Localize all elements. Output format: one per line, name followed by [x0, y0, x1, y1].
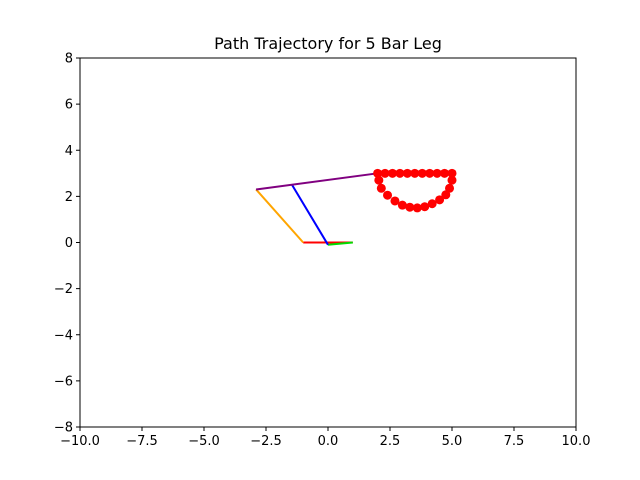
x-tick-label: −5.0	[188, 434, 220, 449]
y-tick-label: −2	[54, 282, 73, 297]
trajectory-point	[447, 168, 457, 178]
trajectory-point	[412, 203, 422, 213]
y-tick-label: 2	[65, 190, 73, 205]
trajectory-point	[420, 202, 430, 212]
leg-link	[255, 172, 378, 191]
trajectory-point	[383, 190, 393, 200]
trajectory-point	[445, 183, 455, 193]
x-tick-label: 2.5	[380, 434, 401, 449]
y-tick-label: 6	[65, 98, 73, 113]
x-tick-label: −10.0	[60, 434, 100, 449]
leg-link	[255, 188, 304, 244]
trajectory-point	[390, 196, 400, 206]
x-tick-label: 10.0	[562, 434, 591, 449]
y-tick-label: 0	[65, 236, 73, 251]
trajectory-point	[435, 195, 445, 205]
trajectory-point	[432, 168, 442, 178]
y-tick-label: −8	[54, 421, 73, 436]
x-tick-label: 7.5	[504, 434, 525, 449]
x-tick-label: −7.5	[126, 434, 158, 449]
y-tick-label: −4	[54, 328, 73, 343]
trajectory-point	[373, 168, 383, 178]
trajectory-point	[410, 168, 420, 178]
leg-link	[291, 184, 329, 246]
leg-link	[327, 241, 353, 246]
trajectory-point	[447, 175, 457, 185]
trajectory-point	[440, 168, 450, 178]
trajectory-point	[374, 175, 384, 185]
trajectory-point	[395, 168, 405, 178]
trajectory-point	[380, 168, 390, 178]
x-tick-label: −2.5	[250, 434, 282, 449]
trajectory-point	[387, 168, 397, 178]
trajectory-point	[397, 200, 407, 210]
trajectory-point	[405, 202, 415, 212]
y-tick-label: −6	[54, 374, 73, 389]
trajectory-point	[425, 168, 435, 178]
trajectory-point	[402, 168, 412, 178]
chart-title: Path Trajectory for 5 Bar Leg	[214, 34, 442, 53]
trajectory-point	[427, 199, 437, 209]
x-tick-label: 0.0	[318, 434, 339, 449]
x-tick-label: 5.0	[442, 434, 463, 449]
y-tick-label: 8	[65, 52, 73, 67]
trajectory-point	[376, 183, 386, 193]
y-tick-label: 4	[65, 144, 73, 159]
trajectory-point	[417, 168, 427, 178]
